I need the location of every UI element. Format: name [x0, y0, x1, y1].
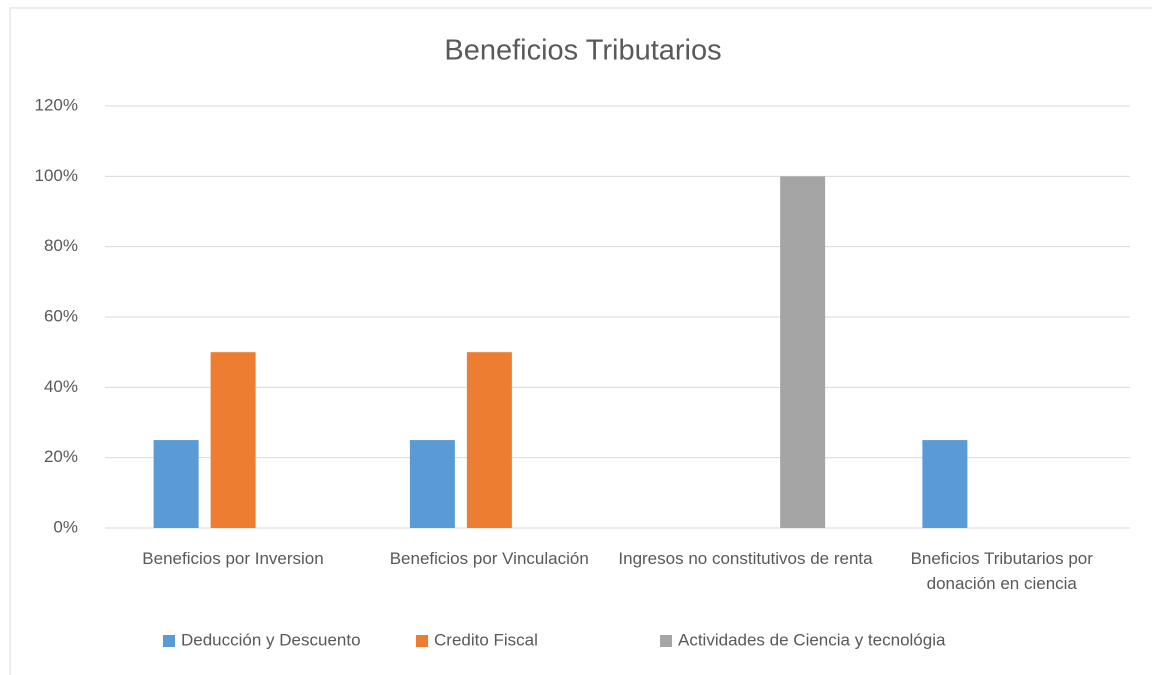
bar	[466, 352, 512, 528]
x-tick-label: Ingresos no constitutivos de renta	[618, 549, 873, 568]
y-tick-label: 20%	[44, 447, 78, 466]
y-tick-label: 100%	[35, 166, 78, 185]
legend-swatch	[416, 635, 428, 647]
x-tick-label: Bneficios Tributarios por donación en ci…	[910, 549, 1093, 593]
y-tick-label: 120%	[35, 95, 78, 114]
legend-swatch	[163, 635, 175, 647]
y-tick-label: 40%	[44, 377, 78, 396]
legend-label: Credito Fiscal	[434, 630, 538, 649]
legend-label: Actividades de Ciencia y tecnológia	[678, 630, 946, 649]
bar	[153, 440, 199, 528]
chart-border	[9, 7, 1152, 675]
bar	[409, 440, 455, 528]
x-tick-label: Beneficios por Vinculación	[389, 549, 589, 568]
x-tick-label: Beneficios por Inversion	[142, 549, 324, 568]
bar	[922, 440, 968, 528]
bar	[780, 176, 826, 529]
chart-title: Beneficios Tributarios	[444, 35, 721, 67]
bar	[210, 352, 256, 528]
y-tick-label: 0%	[53, 517, 78, 536]
legend-swatch	[660, 635, 672, 647]
y-tick-label: 60%	[44, 306, 78, 325]
legend-label: Deducción y Descuento	[181, 630, 361, 649]
y-tick-label: 80%	[44, 236, 78, 255]
